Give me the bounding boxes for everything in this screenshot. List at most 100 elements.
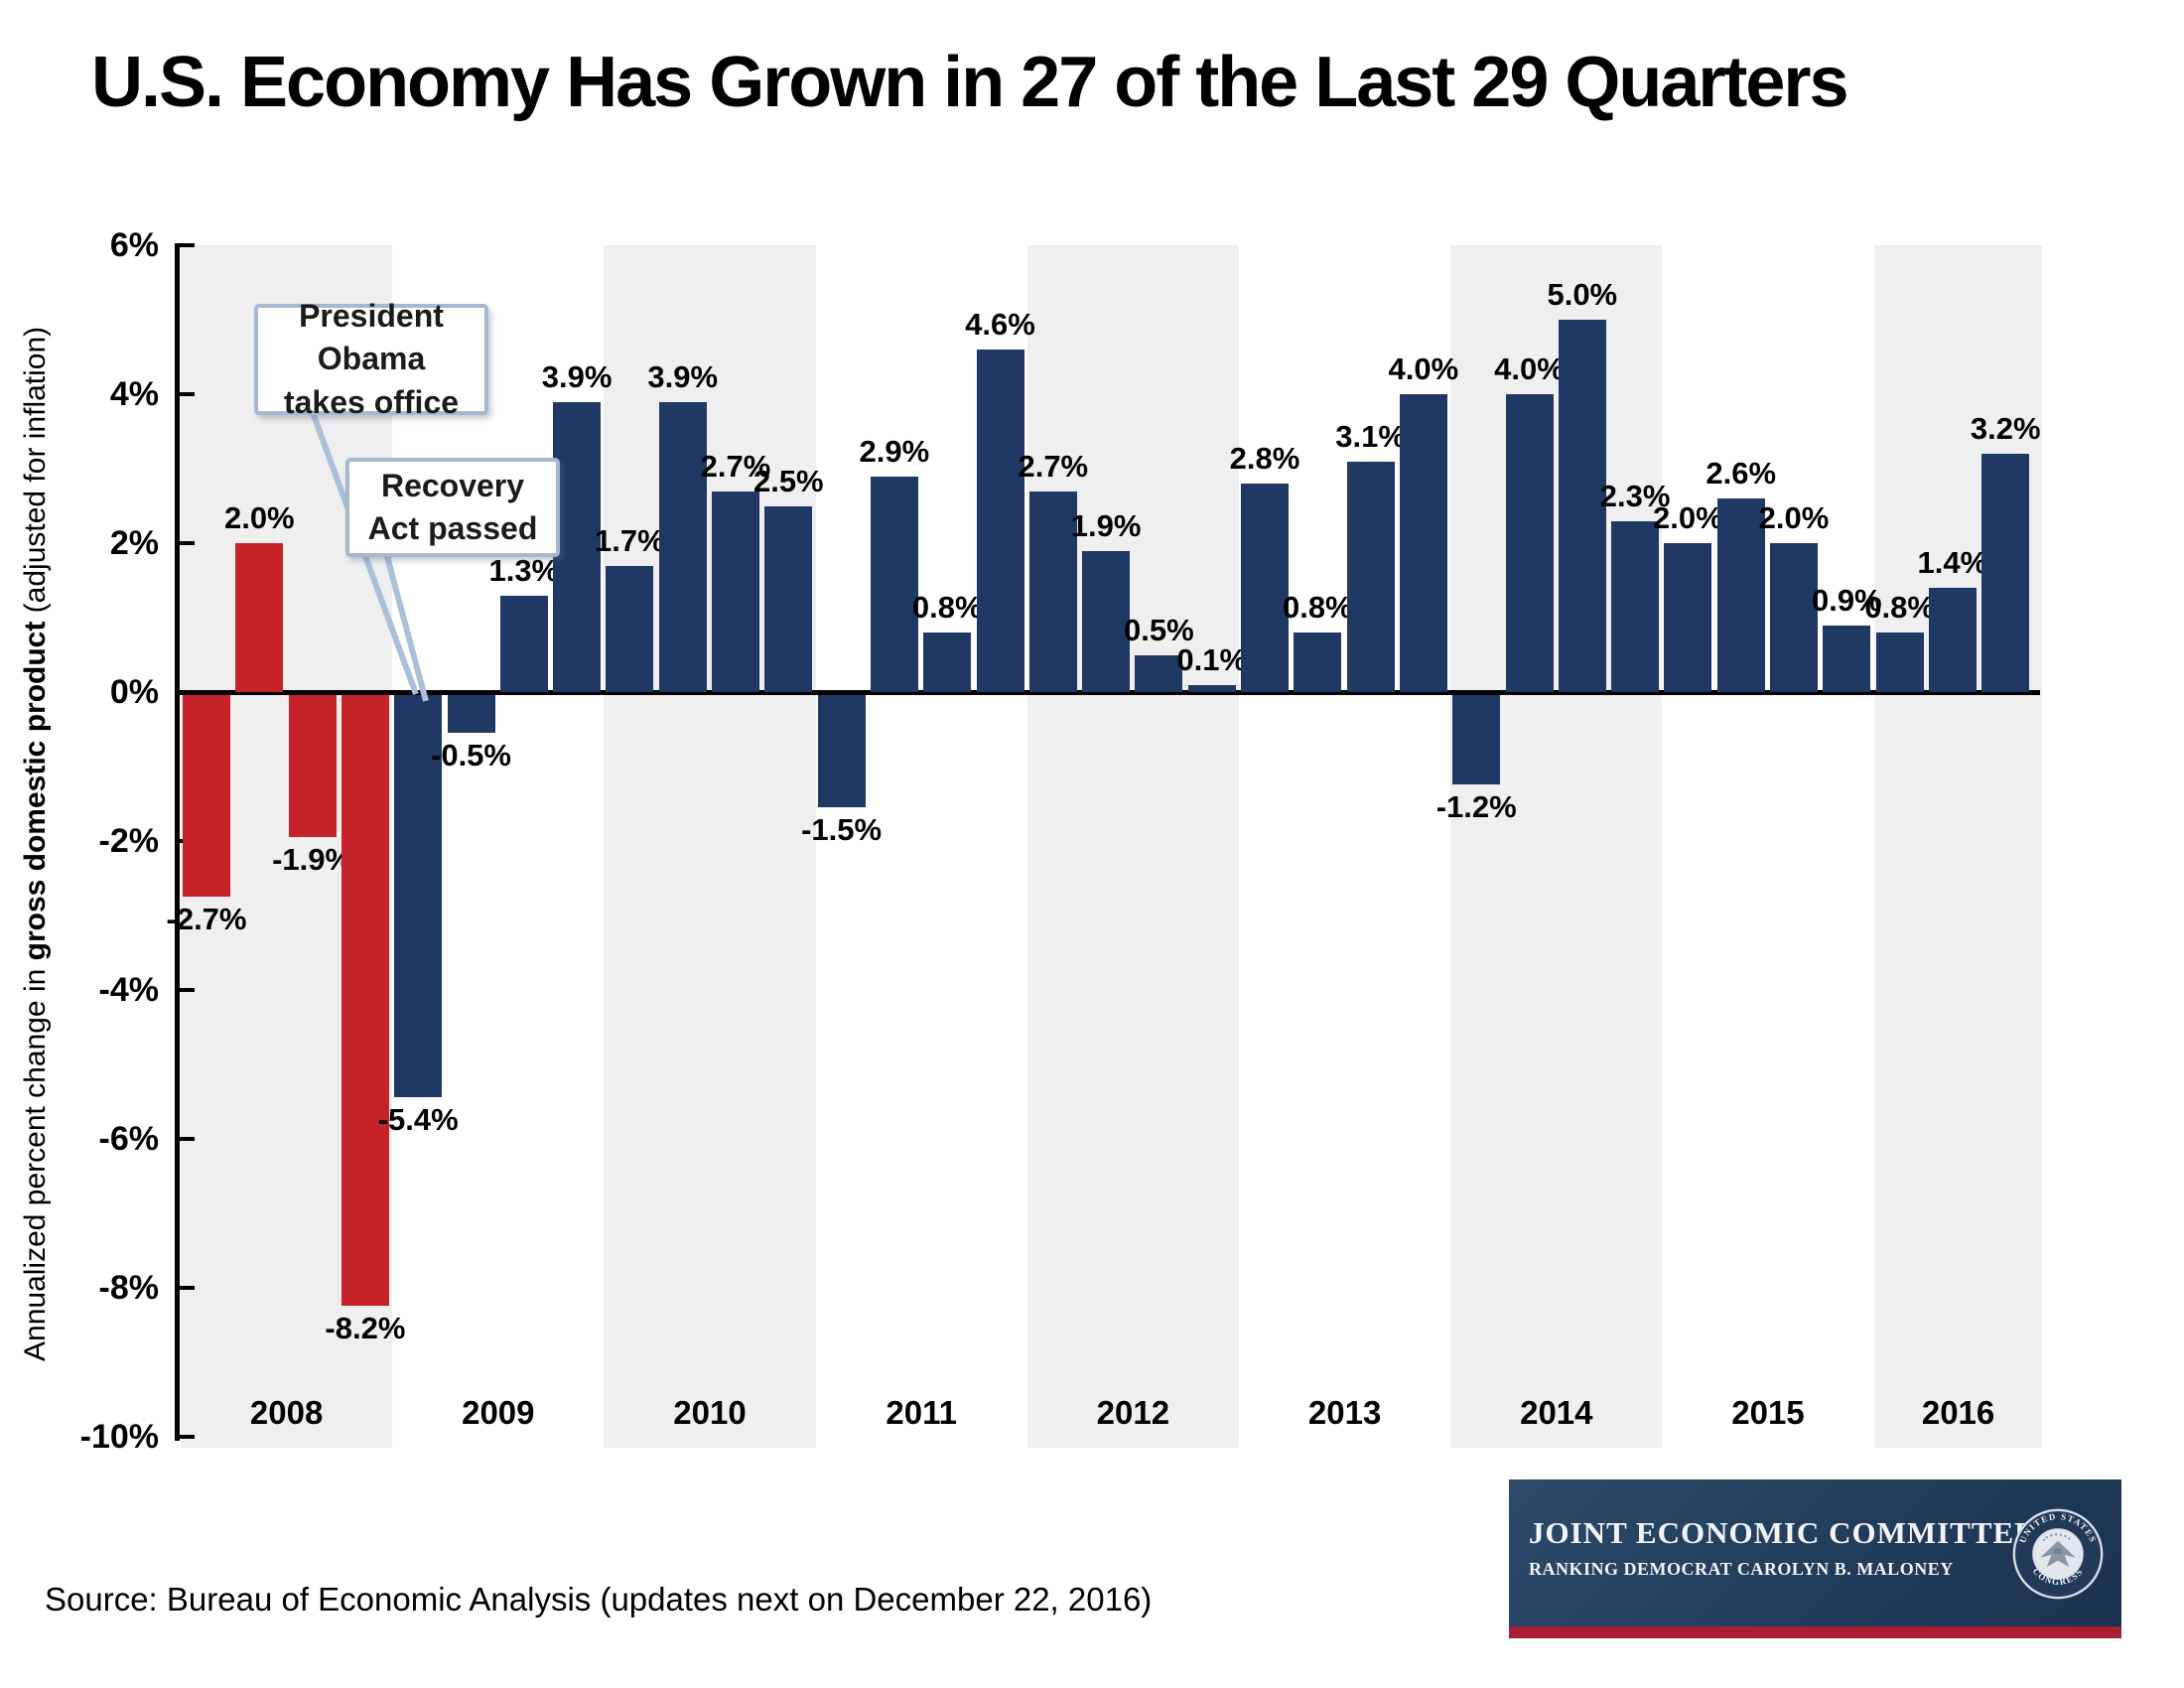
bar-value-label: 2.8% — [1229, 441, 1300, 476]
bar-value-label: 2.5% — [752, 463, 824, 498]
source-note: Source: Bureau of Economic Analysis (upd… — [45, 1581, 1153, 1618]
gdp-bar-2016-q1 — [1875, 633, 1924, 692]
gdp-bar-2016-q3 — [1981, 454, 2030, 692]
bar-value-label: 2.0% — [223, 500, 295, 535]
chart-title: U.S. Economy Has Grown in 27 of the Last… — [91, 43, 1849, 122]
y-tick-mark — [180, 1137, 195, 1141]
x-year-label-2012: 2012 — [1096, 1394, 1170, 1431]
y-axis-title: Annualized percent change in gross domes… — [14, 268, 58, 1420]
bar-value-label: 0.8% — [1864, 590, 1935, 625]
joint-economic-committee-banner: JOINT ECONOMIC COMMITTEE RANKING DEMOCRA… — [1509, 1479, 2121, 1626]
obama-callout-line2: takes office — [283, 383, 460, 420]
gdp-bar-2013-q1 — [1241, 484, 1289, 692]
y-tick-label: 4% — [109, 375, 159, 413]
gdp-bar-2010-q3 — [712, 491, 759, 692]
bar-value-label: 0.1% — [1176, 641, 1248, 677]
gdp-bar-2014-q3 — [1558, 320, 1606, 692]
recovery-callout-line2: Act passed — [367, 510, 538, 546]
bar-value-label: 0.8% — [911, 590, 983, 625]
x-year-label-2013: 2013 — [1307, 1394, 1382, 1431]
y-tick-mark — [180, 1286, 195, 1290]
bar-value-label: 4.0% — [1388, 352, 1459, 386]
gdp-bar-2014-q2 — [1505, 394, 1554, 692]
y-tick-mark — [180, 1435, 195, 1439]
x-year-label-2016: 2016 — [1921, 1394, 1995, 1431]
y-tick-label: -10% — [79, 1418, 159, 1456]
gdp-bar-2011-q1 — [817, 695, 866, 807]
x-year-label-2008: 2008 — [249, 1394, 324, 1431]
year-band-2016 — [1873, 245, 2043, 1448]
bar-value-label: 3.9% — [541, 358, 613, 394]
gdp-bar-2008-q3 — [288, 695, 337, 837]
obama-callout-line1: President Obama — [299, 298, 444, 377]
y-tick-mark — [180, 243, 195, 247]
bar-value-label: 3.9% — [647, 358, 719, 394]
gdp-bar-2015-q3 — [1770, 543, 1818, 692]
recovery-callout-line1: Recovery — [380, 467, 525, 503]
bar-value-label: 3.2% — [1970, 411, 2041, 446]
gdp-bar-2015-q2 — [1716, 498, 1765, 692]
gdp-bar-2016-q2 — [1928, 588, 1977, 692]
gdp-bar-2010-q2 — [658, 401, 707, 692]
bar-value-label: -2.7% — [166, 901, 247, 936]
gdp-bar-2015-q1 — [1664, 543, 1712, 692]
gdp-bar-2011-q3 — [923, 633, 972, 692]
gdp-bar-2014-q1 — [1452, 695, 1501, 784]
gdp-bar-2010-q1 — [606, 565, 654, 692]
gdp-bar-2009-q3 — [499, 595, 548, 692]
bar-value-label: 2.0% — [1758, 500, 1830, 535]
gdp-bar-2012-q3 — [1135, 654, 1183, 692]
y-axis-line — [175, 243, 180, 1441]
gdp-bar-2012-q4 — [1187, 684, 1236, 692]
gdp-bar-2011-q4 — [976, 350, 1024, 692]
bar-value-label: -1.2% — [1435, 789, 1517, 824]
year-band-2012 — [1026, 245, 1239, 1448]
y-tick-label: 2% — [109, 524, 159, 562]
gdp-bar-2013-q3 — [1346, 461, 1395, 692]
seal-eagle-icon — [2040, 1533, 2076, 1568]
year-band-2010 — [604, 245, 816, 1448]
banner-title: JOINT ECONOMIC COMMITTEE — [1529, 1515, 2036, 1550]
bar-value-label: -1.9% — [272, 841, 353, 877]
bar-value-label: 1.3% — [488, 552, 560, 588]
x-year-label-2014: 2014 — [1520, 1394, 1593, 1431]
bar-value-label: 2.7% — [700, 448, 771, 484]
bar-value-label: 0.9% — [1811, 582, 1882, 618]
year-band-2014 — [1450, 245, 1663, 1448]
gdp-bar-2012-q1 — [1028, 491, 1077, 692]
gdp-bar-2010-q4 — [764, 505, 813, 692]
gdp-bar-2013-q4 — [1399, 394, 1447, 692]
y-tick-label: 6% — [109, 226, 159, 264]
y-tick-label: 0% — [109, 673, 159, 711]
bar-value-label: 4.0% — [1494, 352, 1565, 386]
bar-value-label: 2.0% — [1653, 500, 1723, 535]
bar-value-label: -1.5% — [801, 811, 883, 847]
bar-value-label: -8.2% — [325, 1311, 406, 1345]
x-year-label-2015: 2015 — [1731, 1394, 1805, 1431]
y-tick-label: -4% — [98, 971, 159, 1009]
gdp-bar-2012-q2 — [1082, 550, 1131, 692]
bar-value-label: 5.0% — [1547, 277, 1618, 312]
gdp-bar-2008-q2 — [235, 543, 284, 692]
banner-red-stripe — [1509, 1626, 2121, 1638]
y-axis-title-text: Annualized percent change in gross domes… — [19, 326, 52, 1362]
y-tick-label: -2% — [98, 822, 159, 860]
bar-value-label: 4.6% — [965, 307, 1035, 342]
bar-value-label: -5.4% — [377, 1102, 459, 1137]
zero-axis-line — [175, 690, 2040, 695]
gdp-bar-2008-q1 — [183, 695, 230, 897]
bar-value-label: 0.5% — [1124, 612, 1194, 647]
gdp-bar-2009-q4 — [553, 401, 602, 692]
congress-seal-icon: UNITED STATES CONGRESS — [2012, 1508, 2104, 1600]
y-tick-mark — [180, 541, 195, 545]
gdp-bar-2015-q4 — [1823, 625, 1871, 692]
y-tick-mark — [180, 392, 195, 396]
bar-value-label: 0.8% — [1282, 590, 1353, 625]
gdp-bar-2008-q4 — [341, 695, 389, 1306]
gdp-bar-2011-q2 — [870, 476, 918, 692]
x-year-label-2010: 2010 — [673, 1394, 747, 1431]
y-tick-label: -6% — [98, 1120, 159, 1158]
bar-value-label: 1.4% — [1917, 545, 1988, 580]
gdp-bar-2014-q4 — [1611, 520, 1660, 692]
